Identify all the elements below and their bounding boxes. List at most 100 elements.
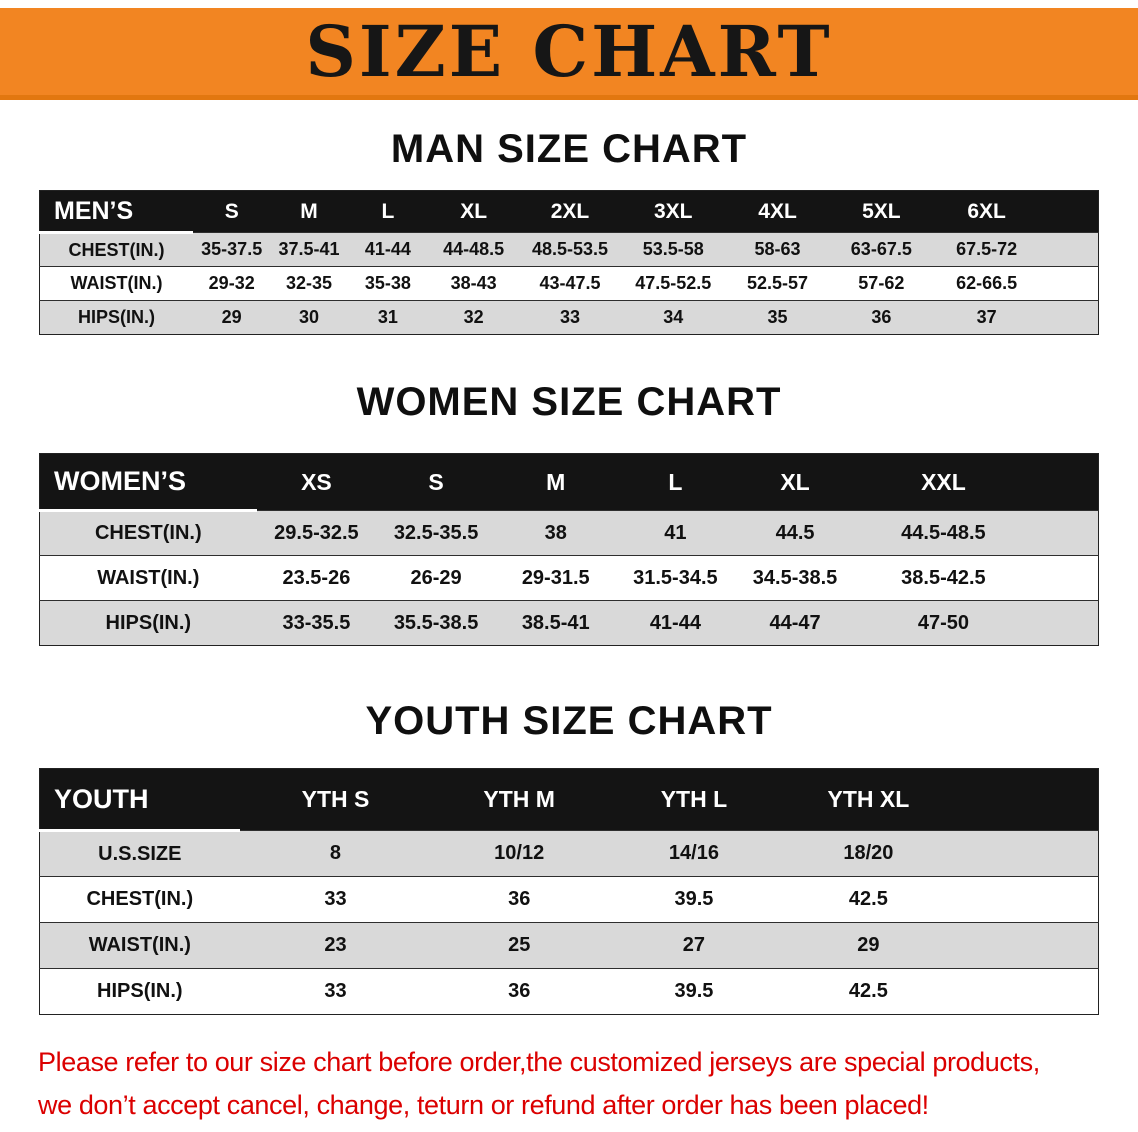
disclaimer-line-2: we don’t accept cancel, change, teturn o… — [38, 1090, 929, 1121]
women-section-heading: WOMEN SIZE CHART — [356, 380, 782, 424]
table-corner-label: MEN’S — [39, 190, 194, 234]
size-column-header: YTH S — [301, 786, 370, 812]
size-column-header: XL — [780, 468, 810, 495]
size-value: 14/16 — [668, 842, 719, 864]
measurement-row: WAIST(IN.) 29-32 32-35 35-38 38-43 43-47.5 47.… — [39, 266, 1099, 301]
size-column-header: S — [224, 199, 239, 223]
size-value: 38-43 — [450, 273, 497, 293]
size-value: 67.5-72 — [956, 239, 1018, 259]
size-value: 35 — [767, 307, 788, 327]
measurement-row: U.S.SIZE 8 10/12 14/16 18/20 — [39, 830, 1099, 877]
size-value: 42.5 — [848, 888, 888, 910]
size-value: 44-47 — [769, 611, 821, 634]
size-value: 25 — [508, 934, 531, 956]
youth-size-table: YOUTH YTH S YTH M YTH L YTH XL U.S.SIZE 8 10/12… — [39, 768, 1099, 1015]
size-value: 18/20 — [843, 842, 894, 864]
size-column-header: YTH XL — [827, 786, 910, 812]
size-value: 32.5-35.5 — [393, 521, 479, 544]
size-value: 23 — [324, 934, 347, 956]
size-chart-banner: SIZE CHART — [0, 8, 1138, 100]
size-column-header: M — [546, 468, 566, 495]
size-value: 35.5-38.5 — [393, 611, 479, 634]
size-column-header: YTH L — [660, 786, 728, 812]
size-value: 34 — [663, 307, 684, 327]
women-size-table: WOMEN’S XS S M L XL XXL CHEST(IN.) 29.5-32.5 32.5… — [39, 453, 1099, 646]
men-size-table: MEN’S S M L XL 2XL 3XL 4XL 5XL 6XL CHEST(IN.) 35-37… — [39, 190, 1099, 335]
size-value: 47-50 — [917, 611, 970, 634]
measurement-row: CHEST(IN.) 35-37.5 37.5-41 41-44 44-48.5 48.5… — [39, 232, 1099, 267]
size-value: 35-37.5 — [201, 239, 263, 259]
size-value: 53.5-58 — [642, 239, 704, 259]
size-value: 63-67.5 — [850, 239, 912, 259]
measurement-row: CHEST(IN.) 33 36 39.5 42.5 — [39, 876, 1099, 923]
size-value: 31 — [377, 307, 398, 327]
size-value: 44.5 — [775, 521, 815, 544]
size-value: 30 — [298, 307, 319, 327]
size-value: 37 — [976, 307, 997, 327]
size-column-header: L — [381, 199, 395, 223]
row-label: HIPS(IN.) — [105, 611, 192, 634]
size-column-header: S — [428, 468, 444, 495]
size-column-header: XL — [460, 199, 488, 223]
table-header-row: MEN’S S M L XL 2XL 3XL 4XL 5XL 6XL — [39, 190, 1099, 234]
size-value: 23.5-26 — [282, 566, 351, 589]
size-value: 41 — [664, 521, 687, 544]
size-value: 36 — [508, 980, 531, 1002]
row-label: WAIST(IN.) — [70, 273, 163, 293]
row-label: HIPS(IN.) — [97, 980, 183, 1002]
size-column-header: M — [300, 199, 318, 223]
measurement-row: WAIST(IN.) 23 25 27 29 — [39, 922, 1099, 969]
size-value: 36 — [508, 888, 531, 910]
disclaimer-line-1: Please refer to our size chart before or… — [38, 1047, 1040, 1077]
size-value: 47.5-52.5 — [635, 273, 712, 293]
size-value: 36 — [871, 307, 892, 327]
size-column-header: 5XL — [862, 199, 901, 223]
size-value: 29-31.5 — [521, 566, 590, 589]
size-value: 41-44 — [364, 239, 411, 259]
measurement-row: HIPS(IN.) 33 36 39.5 42.5 — [39, 968, 1099, 1015]
size-value: 33-35.5 — [282, 611, 351, 634]
size-value: 39.5 — [674, 888, 714, 910]
size-value: 29 — [221, 307, 242, 327]
size-value: 27 — [682, 934, 706, 956]
size-value: 38.5-41 — [521, 611, 590, 634]
size-value: 62-66.5 — [956, 273, 1018, 293]
disclaimer: Please refer to our size chart before or… — [38, 1041, 1100, 1127]
size-column-header: 3XL — [653, 199, 693, 223]
row-label: HIPS(IN.) — [78, 307, 156, 327]
size-column-header: 6XL — [967, 199, 1006, 223]
row-label: CHEST(IN.) — [68, 239, 165, 260]
size-value: 33 — [324, 980, 347, 1002]
size-value: 8 — [329, 842, 342, 864]
size-value: 58-63 — [754, 239, 801, 259]
size-value: 52.5-57 — [747, 273, 809, 293]
measurement-row: CHEST(IN.) 29.5-32.5 32.5-35.5 38 41 44.5 44.5… — [39, 510, 1099, 556]
size-value: 31.5-34.5 — [633, 566, 718, 589]
size-column-header: 4XL — [758, 199, 797, 223]
size-value: 32-35 — [285, 273, 333, 293]
size-value: 33 — [324, 888, 347, 910]
size-column-header: YTH M — [483, 786, 555, 812]
size-column-header: XS — [301, 468, 332, 495]
size-value: 34.5-38.5 — [752, 566, 838, 589]
size-value: 43-47.5 — [539, 273, 601, 293]
size-value: 29.5-32.5 — [274, 521, 359, 544]
size-column-header: L — [668, 468, 683, 495]
size-value: 10/12 — [494, 842, 545, 864]
size-value: 26-29 — [410, 566, 462, 589]
row-label: U.S.SIZE — [98, 842, 182, 865]
size-value: 32 — [463, 307, 484, 327]
size-column-header: 2XL — [550, 199, 590, 223]
size-value: 29 — [857, 934, 880, 956]
size-value: 57-62 — [858, 273, 905, 293]
table-corner-label: YOUTH — [39, 768, 240, 832]
size-value: 29-32 — [208, 273, 255, 293]
size-value: 44.5-48.5 — [901, 521, 986, 544]
size-value: 35-38 — [364, 273, 411, 293]
measurement-row: WAIST(IN.) 23.5-26 26-29 29-31.5 31.5-34.5 34… — [39, 555, 1099, 601]
table-header-row: WOMEN’S XS S M L XL XXL — [39, 453, 1099, 512]
size-value: 37.5-41 — [278, 239, 340, 259]
row-label: WAIST(IN.) — [88, 934, 191, 956]
table-header-row: YOUTH YTH S YTH M YTH L YTH XL — [39, 768, 1099, 832]
banner-title: SIZE CHART — [305, 9, 833, 93]
